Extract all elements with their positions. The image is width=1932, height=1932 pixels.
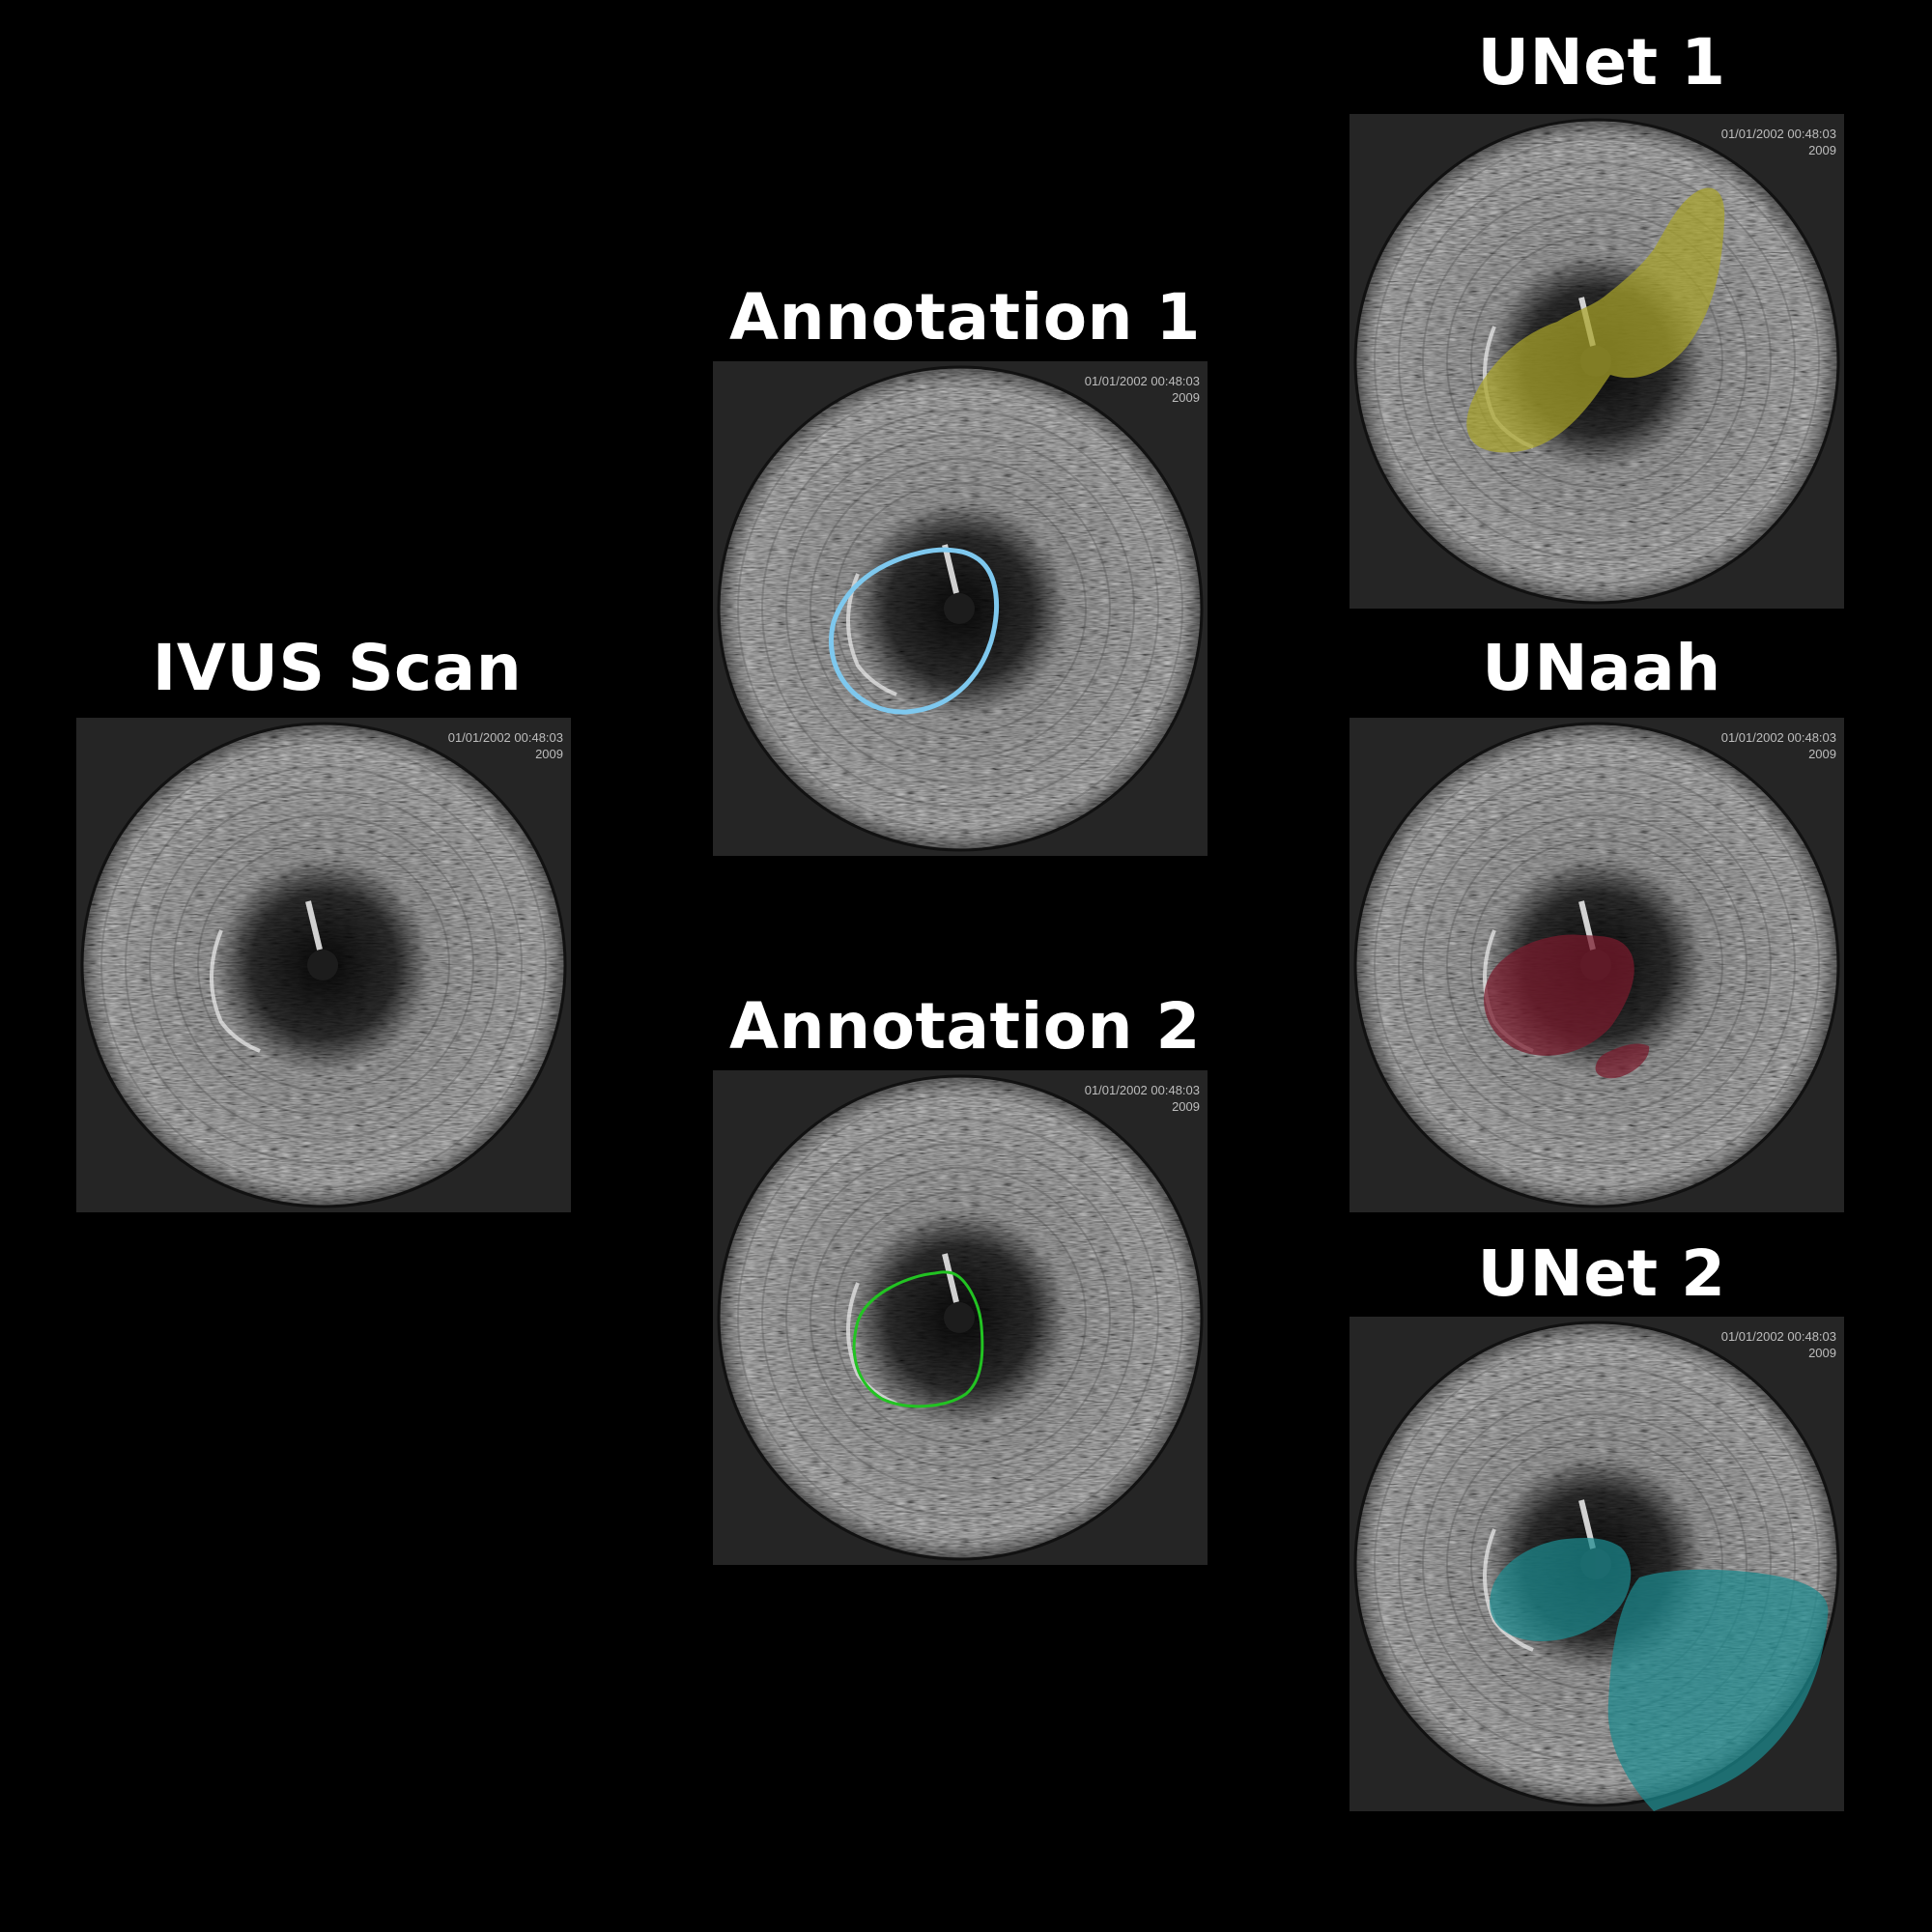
timestamp-code: 2009 [1172, 390, 1200, 405]
timestamp: 01/01/2002 00:48:03 2009 [1721, 1328, 1836, 1361]
timestamp-code: 2009 [1808, 143, 1836, 157]
timestamp-date: 01/01/2002 00:48:03 [1720, 730, 1836, 745]
timestamp: 01/01/2002 00:48:03 2009 [1085, 1082, 1200, 1115]
unet-2-mask [1490, 1537, 1829, 1811]
unaah-mask [1484, 934, 1650, 1079]
annotation-2-image: 01/01/2002 00:48:03 2009 [713, 1070, 1208, 1565]
annotation-2-contour [852, 1270, 984, 1408]
annotation-1-title: Annotation 1 [729, 280, 1201, 355]
timestamp: 01/01/2002 00:48:03 2009 [448, 729, 563, 762]
annotation-1-contour [828, 547, 1000, 715]
timestamp-code: 2009 [535, 747, 563, 761]
ivus-scan-title: IVUS Scan [152, 631, 523, 705]
unet-2-title: UNet 2 [1477, 1236, 1726, 1311]
unet-1-title: UNet 1 [1477, 25, 1726, 99]
unet-2-image: 01/01/2002 00:48:03 2009 [1350, 1317, 1844, 1811]
unet-1-mask [1466, 187, 1725, 453]
timestamp-date: 01/01/2002 00:48:03 [1720, 1329, 1836, 1344]
timestamp-code: 2009 [1808, 747, 1836, 761]
timestamp-date: 01/01/2002 00:48:03 [447, 730, 563, 745]
unaah-image: 01/01/2002 00:48:03 2009 [1350, 718, 1844, 1212]
timestamp: 01/01/2002 00:48:03 2009 [1721, 729, 1836, 762]
unaah-title: UNaah [1482, 631, 1721, 705]
timestamp-date: 01/01/2002 00:48:03 [1084, 374, 1200, 388]
annotation-2-title: Annotation 2 [729, 989, 1201, 1064]
timestamp-code: 2009 [1808, 1346, 1836, 1360]
timestamp: 01/01/2002 00:48:03 2009 [1721, 126, 1836, 158]
timestamp: 01/01/2002 00:48:03 2009 [1085, 373, 1200, 406]
ivus-scan-image: 01/01/2002 00:48:03 2009 [76, 718, 571, 1212]
timestamp-code: 2009 [1172, 1099, 1200, 1114]
timestamp-date: 01/01/2002 00:48:03 [1084, 1083, 1200, 1097]
unet-1-image: 01/01/2002 00:48:03 2009 [1350, 114, 1844, 609]
annotation-1-image: 01/01/2002 00:48:03 2009 [713, 361, 1208, 856]
timestamp-date: 01/01/2002 00:48:03 [1720, 127, 1836, 141]
